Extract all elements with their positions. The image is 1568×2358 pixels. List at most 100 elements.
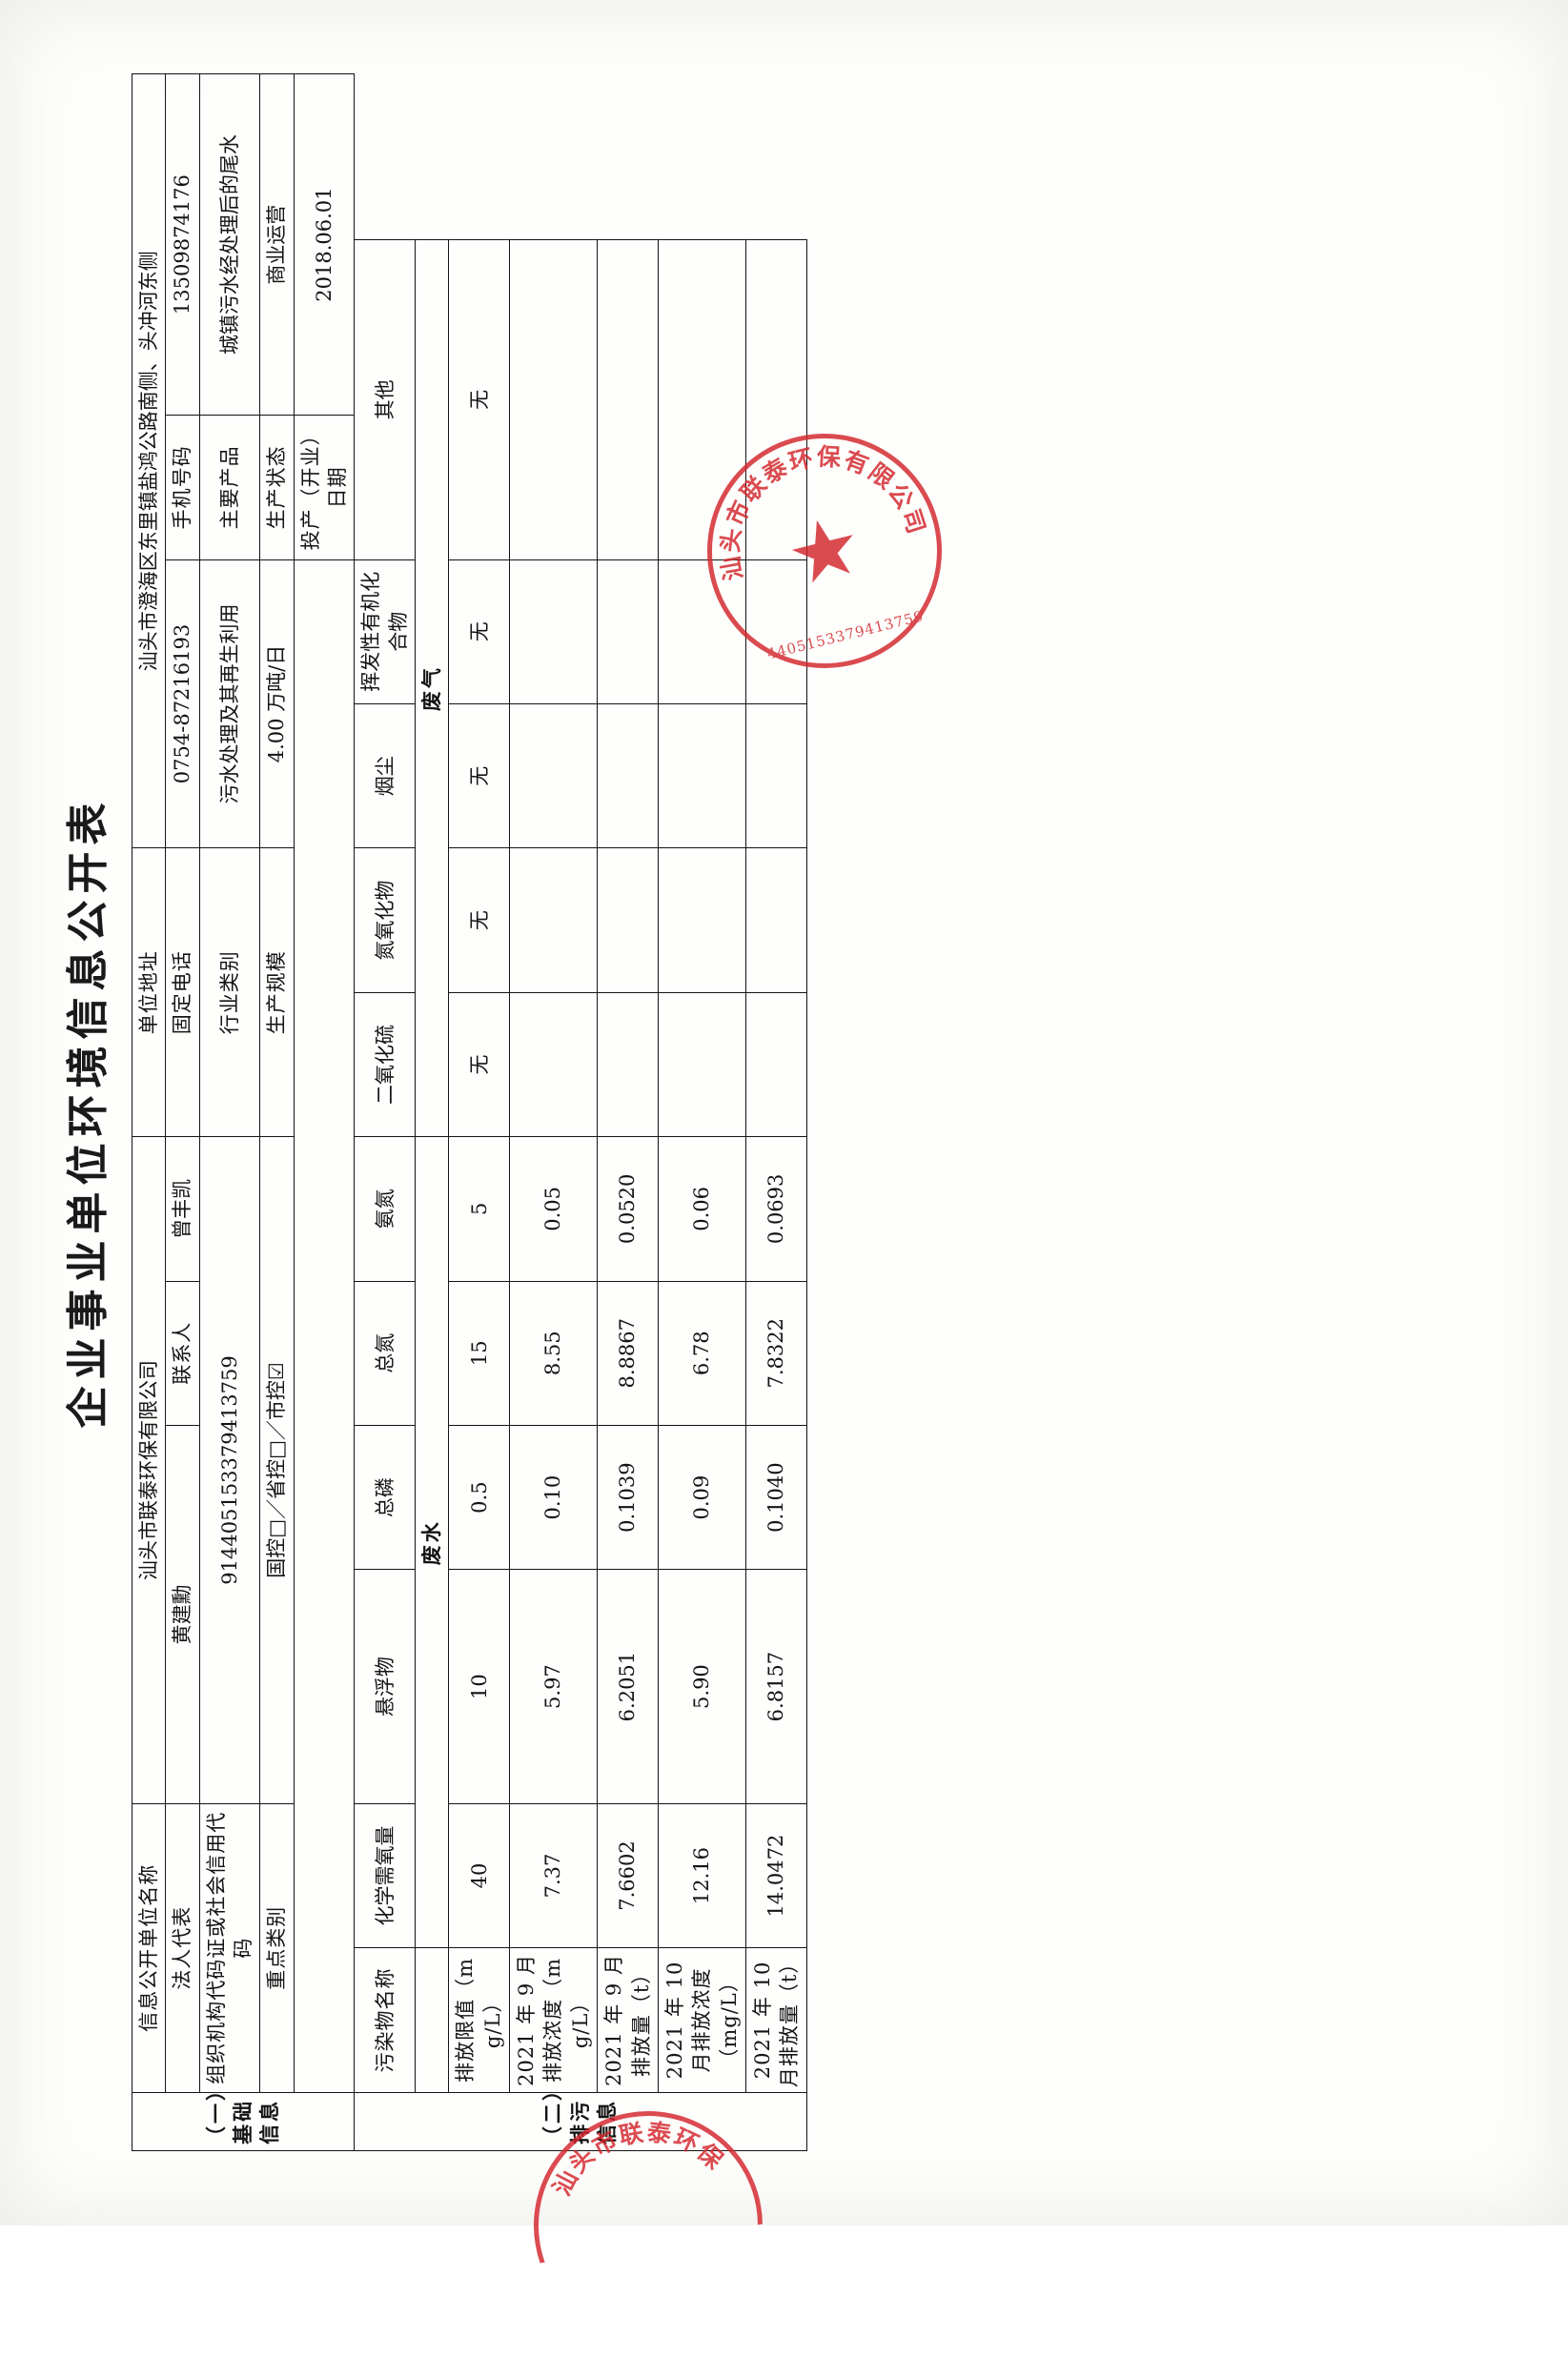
label-blank-basic bbox=[294, 559, 355, 2093]
sep-conc-4: 0.05 bbox=[509, 1136, 598, 1282]
sep-amt-gas-1 bbox=[597, 847, 659, 993]
row-header-sep-amount: 2021 年 9 月排放量（t） bbox=[597, 1947, 659, 2093]
pollutant-water-3: 总氮 bbox=[354, 1281, 416, 1426]
sep-amt-gas-0 bbox=[597, 992, 659, 1137]
row-header-oct-amount: 2021 年 10 月排放量（t） bbox=[745, 1947, 807, 2093]
limit-water-1: 10 bbox=[448, 1569, 510, 1804]
sep-conc-gas-3 bbox=[509, 559, 598, 704]
oct-amt-0: 14.0472 bbox=[745, 1803, 807, 1948]
sep-amt-4: 0.0520 bbox=[597, 1136, 659, 1282]
sep-amt-2: 0.1039 bbox=[597, 1425, 659, 1570]
oct-conc-2: 0.09 bbox=[658, 1425, 746, 1570]
scanned-page-background bbox=[0, 0, 1568, 2226]
oct-conc-0: 12.16 bbox=[658, 1803, 746, 1948]
environmental-disclosure-form: 企业事业单位环境信息公开表 （一）基础信息 信 bbox=[50, 73, 1498, 2151]
sep-conc-gas-4 bbox=[509, 239, 598, 560]
sep-conc-2: 0.10 bbox=[509, 1425, 598, 1570]
oct-conc-gas-2 bbox=[658, 703, 746, 848]
pollutant-gas-0: 二氧化硫 bbox=[354, 992, 416, 1137]
label-legal-representative: 法人代表 bbox=[165, 1803, 200, 2093]
label-unit-address: 单位地址 bbox=[132, 847, 166, 1137]
row-header-category bbox=[415, 1947, 449, 2093]
table-row-legal-rep: 法人代表 黄建勳 联系人 曾丰凯 固定电话 0754-87216193 手机号码… bbox=[165, 73, 200, 2151]
table-row-category: 废水 废气 bbox=[415, 74, 449, 2151]
sep-amt-gas-3 bbox=[597, 559, 659, 704]
pollutant-water-4: 氨氮 bbox=[354, 1136, 416, 1282]
pollutant-water-1: 悬浮物 bbox=[354, 1569, 416, 1804]
row-header-pollutant-name: 污染物名称 bbox=[354, 1947, 416, 2093]
label-main-product: 主要产品 bbox=[199, 415, 260, 560]
pollutant-gas-1: 氮氧化物 bbox=[354, 847, 416, 993]
label-mobile: 手机号码 bbox=[165, 415, 200, 560]
table-row-key-category: 重点类别 国控□／省控□／市控☑ 生产规模 4.00 万吨/日 生产状态 商业运… bbox=[259, 73, 295, 2151]
page-title: 企业事业单位环境信息公开表 bbox=[64, 796, 112, 1429]
label-contact-person: 联系人 bbox=[165, 1281, 200, 1426]
disclosure-table: （一）基础信息 信息公开单位名称 汕头市联泰环保有限公司 单位地址 汕头市澄海区… bbox=[132, 73, 807, 2151]
oct-conc-gas-1 bbox=[658, 847, 746, 993]
category-waste-water: 废水 bbox=[415, 1136, 449, 1948]
table-row-sep-amount: 2021 年 9 月排放量（t） 7.6602 6.2051 0.1039 8.… bbox=[597, 74, 659, 2151]
pollutant-gas-4: 其他 bbox=[354, 239, 416, 560]
value-key-category: 国控□／省控□／市控☑ bbox=[259, 1136, 295, 1804]
table-row-org-code: 组织机构代码证或社会信用代码 914405153379413759 行业类别 污… bbox=[199, 73, 260, 2151]
table-row-startup-date: 投产（开业）日期 2018.06.01 bbox=[294, 73, 355, 2151]
limit-gas-2: 无 bbox=[448, 703, 510, 848]
limit-water-3: 15 bbox=[448, 1281, 510, 1426]
limit-gas-0: 无 bbox=[448, 992, 510, 1137]
sep-conc-gas-0 bbox=[509, 992, 598, 1137]
oct-conc-gas-0 bbox=[658, 992, 746, 1137]
sep-conc-gas-2 bbox=[509, 703, 598, 848]
sep-amt-gas-2 bbox=[597, 703, 659, 848]
row-header-sep-concentration: 2021 年 9 月排放浓度（mg/L） bbox=[509, 1947, 598, 2093]
label-unit-name: 信息公开单位名称 bbox=[132, 1803, 166, 2093]
oct-conc-1: 5.90 bbox=[658, 1569, 746, 1804]
limit-water-4: 5 bbox=[448, 1136, 510, 1282]
oct-amt-4: 0.0693 bbox=[745, 1136, 807, 1282]
label-industry-category: 行业类别 bbox=[199, 847, 260, 1137]
table-row-oct-amount: 2021 年 10 月排放量（t） 14.0472 6.8157 0.1040 … bbox=[745, 74, 807, 2151]
sep-amt-1: 6.2051 bbox=[597, 1569, 659, 1804]
oct-amt-gas-4 bbox=[745, 239, 807, 560]
oct-amt-gas-2 bbox=[745, 703, 807, 848]
table-row-oct-concentration: 2021 年 10 月排放浓度（mg/L） 12.16 5.90 0.09 6.… bbox=[658, 74, 746, 2151]
value-legal-representative: 黄建勳 bbox=[165, 1425, 200, 1804]
oct-amt-gas-1 bbox=[745, 847, 807, 993]
oct-conc-3: 6.78 bbox=[658, 1281, 746, 1426]
limit-gas-4: 无 bbox=[448, 239, 510, 560]
sep-amt-0: 7.6602 bbox=[597, 1803, 659, 1948]
value-production-status: 商业运营 bbox=[259, 73, 295, 416]
table-row-sep-concentration: 2021 年 9 月排放浓度（mg/L） 7.37 5.97 0.10 8.55… bbox=[509, 74, 598, 2151]
sep-conc-0: 7.37 bbox=[509, 1803, 598, 1948]
pollutant-water-0: 化学需氧量 bbox=[354, 1803, 416, 1948]
table-row-section-basic: （一）基础信息 信息公开单位名称 汕头市联泰环保有限公司 单位地址 汕头市澄海区… bbox=[132, 73, 355, 2151]
oct-conc-4: 0.06 bbox=[658, 1136, 746, 1282]
pollutant-gas-3: 挥发性有机化合物 bbox=[354, 559, 416, 704]
rotated-document-stage: 企业事业单位环境信息公开表 （一）基础信息 信 bbox=[50, 73, 1498, 2151]
value-mobile: 13509874176 bbox=[165, 73, 200, 416]
sep-amt-gas-4 bbox=[597, 239, 659, 560]
label-production-status: 生产状态 bbox=[259, 415, 295, 560]
oct-conc-gas-4 bbox=[658, 239, 746, 560]
oct-conc-gas-3 bbox=[658, 559, 746, 704]
value-landline: 0754-87216193 bbox=[165, 559, 200, 848]
label-startup-date: 投产（开业）日期 bbox=[294, 415, 355, 560]
table-row-limits: 排放限值（mg/L） 40 10 0.5 15 5 无 无 无 无 无 bbox=[448, 74, 510, 2151]
category-waste-gas: 废气 bbox=[415, 239, 449, 1137]
limit-water-2: 0.5 bbox=[448, 1425, 510, 1570]
oct-amt-3: 7.8322 bbox=[745, 1281, 807, 1426]
limit-gas-1: 无 bbox=[448, 847, 510, 993]
limit-water-0: 40 bbox=[448, 1803, 510, 1948]
value-industry-category: 污水处理及其再生利用 bbox=[199, 559, 260, 848]
value-main-product: 城镇污水经处理后的尾水 bbox=[199, 73, 260, 416]
sep-conc-gas-1 bbox=[509, 847, 598, 993]
label-key-category: 重点类别 bbox=[259, 1803, 295, 2093]
label-landline: 固定电话 bbox=[165, 847, 200, 1137]
pollutant-gas-2: 烟尘 bbox=[354, 703, 416, 848]
sep-conc-1: 5.97 bbox=[509, 1569, 598, 1804]
value-startup-date: 2018.06.01 bbox=[294, 73, 355, 416]
oct-amt-gas-0 bbox=[745, 992, 807, 1137]
section-label-basic: （一）基础信息 bbox=[132, 2078, 355, 2151]
pollutant-water-2: 总磷 bbox=[354, 1425, 416, 1570]
oct-amt-2: 0.1040 bbox=[745, 1425, 807, 1570]
value-unit-address: 汕头市澄海区东里镇盐鸿公路南侧、头冲河东侧 bbox=[132, 73, 166, 848]
